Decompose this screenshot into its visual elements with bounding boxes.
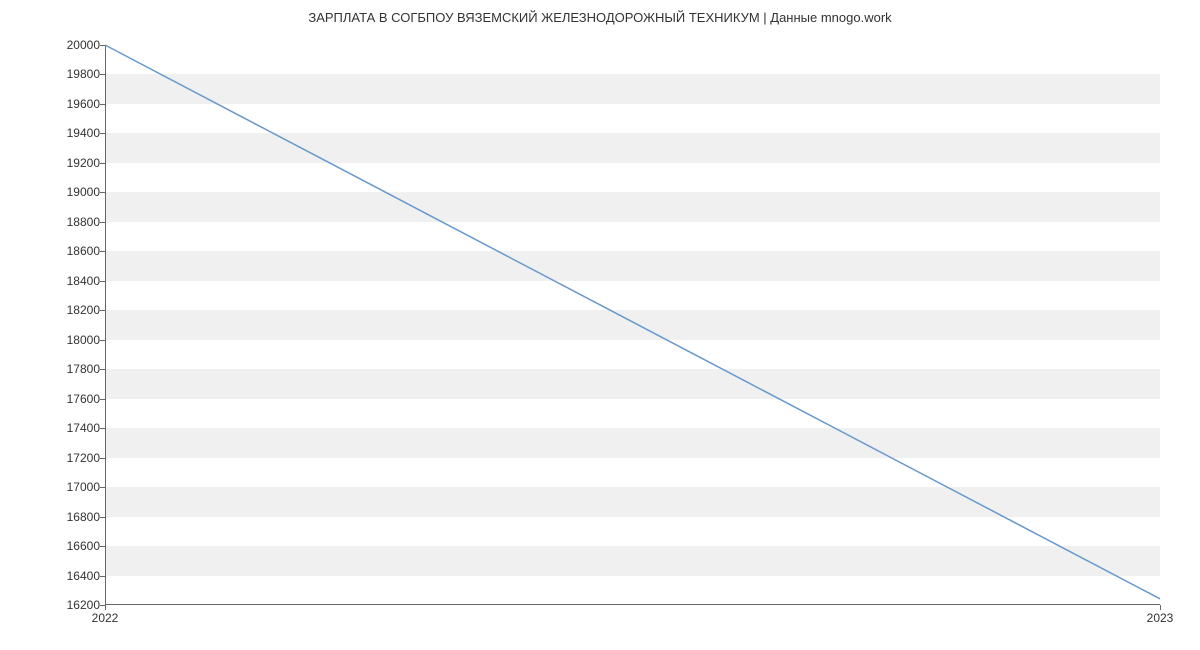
- line-series: [105, 45, 1160, 605]
- salary-line: [105, 45, 1160, 599]
- y-tick-label: 16800: [10, 510, 100, 524]
- y-tick-label: 17200: [10, 451, 100, 465]
- y-tick-label: 17800: [10, 362, 100, 376]
- y-tick-label: 18800: [10, 215, 100, 229]
- y-tick-label: 18600: [10, 244, 100, 258]
- y-tick-label: 19200: [10, 156, 100, 170]
- y-tick-label: 16600: [10, 539, 100, 553]
- x-tick-mark: [105, 605, 106, 610]
- x-tick-label: 2022: [92, 611, 119, 625]
- y-tick-label: 17600: [10, 392, 100, 406]
- y-tick-label: 19800: [10, 67, 100, 81]
- y-tick-label: 16400: [10, 569, 100, 583]
- y-tick-label: 18400: [10, 274, 100, 288]
- y-tick-label: 19600: [10, 97, 100, 111]
- chart-title: ЗАРПЛАТА В СОГБПОУ ВЯЗЕМСКИЙ ЖЕЛЕЗНОДОРО…: [0, 10, 1200, 25]
- y-tick-label: 20000: [10, 38, 100, 52]
- y-tick-label: 18000: [10, 333, 100, 347]
- y-tick-label: 17000: [10, 480, 100, 494]
- x-tick-mark: [1160, 605, 1161, 610]
- x-tick-label: 2023: [1147, 611, 1174, 625]
- y-tick-label: 18200: [10, 303, 100, 317]
- y-tick-label: 16200: [10, 598, 100, 612]
- y-tick-label: 19000: [10, 185, 100, 199]
- salary-chart: ЗАРПЛАТА В СОГБПОУ ВЯЗЕМСКИЙ ЖЕЛЕЗНОДОРО…: [0, 0, 1200, 650]
- y-tick-label: 17400: [10, 421, 100, 435]
- y-tick-label: 19400: [10, 126, 100, 140]
